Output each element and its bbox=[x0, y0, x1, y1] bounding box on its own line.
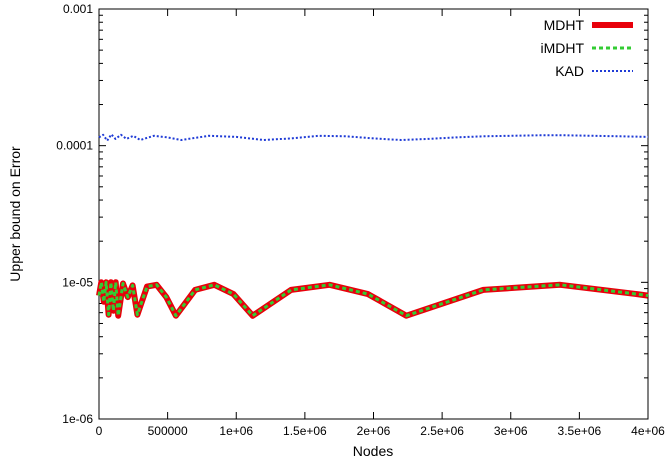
y-tick-label: 0.001 bbox=[63, 2, 93, 16]
x-tick-label: 500000 bbox=[148, 424, 188, 438]
x-tick-label: 2e+06 bbox=[357, 424, 391, 438]
legend: MDHT iMDHT KAD bbox=[540, 17, 633, 79]
y-tick-label: 0.0001 bbox=[56, 139, 93, 153]
x-tick-label: 0 bbox=[96, 424, 103, 438]
series-layer bbox=[96, 133, 649, 319]
legend-label-imdht: iMDHT bbox=[540, 40, 584, 56]
y-axis-label: Upper bound on Error bbox=[7, 146, 23, 282]
legend-label-kad: KAD bbox=[555, 63, 584, 79]
y-tick-label: 1e-05 bbox=[62, 275, 93, 289]
series-line-imdht bbox=[97, 280, 649, 318]
x-tick-label: 2.5e+06 bbox=[420, 424, 464, 438]
y-tick-label: 1e-06 bbox=[62, 412, 93, 426]
x-tick-label: 4e+06 bbox=[631, 424, 665, 438]
x-tick-label: 1e+06 bbox=[219, 424, 253, 438]
x-tick-label: 3e+06 bbox=[494, 424, 528, 438]
x-tick-label: 3.5e+06 bbox=[558, 424, 602, 438]
x-axis: 0 500000 1e+06 1.5e+06 2e+06 2.5e+06 3e+06 3.5e… bbox=[96, 9, 665, 438]
series-line-kad bbox=[98, 133, 649, 142]
x-tick-label: 1.5e+06 bbox=[283, 424, 327, 438]
x-axis-label: Nodes bbox=[353, 443, 393, 459]
legend-label-mdht: MDHT bbox=[544, 17, 585, 33]
y-axis: 1e-06 1e-05 0.0001 0.001 bbox=[56, 2, 648, 426]
